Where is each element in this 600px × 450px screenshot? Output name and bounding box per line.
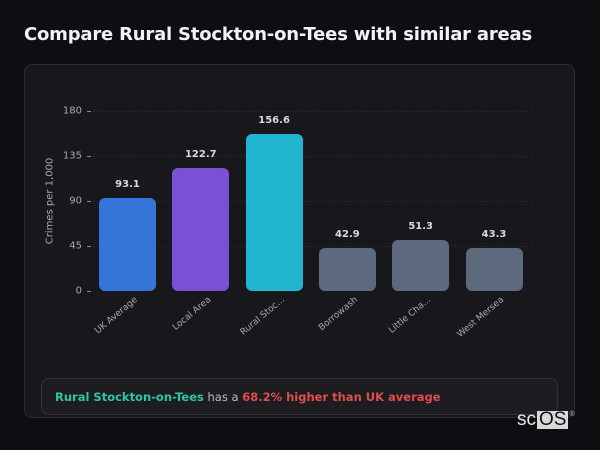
scos-logo: sc OS ®: [517, 409, 575, 430]
bar-value-label: 43.3: [481, 228, 507, 240]
y-tick-mark: [87, 156, 91, 157]
bar[interactable]: [392, 239, 450, 291]
page-title: Compare Rural Stockton-on-Tees with simi…: [24, 24, 533, 45]
y-tick-label: 135: [62, 150, 82, 162]
callout-area-name: Rural Stockton-on-Tees: [55, 389, 204, 404]
bar-value-label: 93.1: [115, 178, 140, 190]
bar[interactable]: [172, 168, 230, 291]
y-tick-mark: [87, 291, 91, 292]
y-tick-label: 90: [69, 195, 82, 207]
bar[interactable]: [99, 197, 156, 291]
y-tick-label: 0: [75, 285, 82, 297]
grid-line: [93, 111, 533, 112]
bar-value-label: 42.9: [335, 229, 360, 241]
logo-part-sc: sc: [517, 409, 536, 430]
callout-middle-text: has a: [207, 389, 239, 404]
comparison-callout: Rural Stockton-on-Tees has a 68.2% highe…: [41, 378, 558, 415]
y-tick-label: 45: [69, 240, 82, 252]
bar[interactable]: [465, 247, 523, 291]
grid-line: [93, 201, 533, 202]
callout-highlight: 68.2% higher than UK average: [242, 389, 441, 404]
registered-mark-icon: ®: [569, 411, 575, 418]
bar[interactable]: [318, 248, 376, 291]
y-tick-mark: [87, 201, 91, 202]
bar-value-label: 51.3: [408, 220, 434, 232]
y-tick-mark: [87, 111, 91, 112]
bar-value-label: 156.6: [258, 115, 290, 127]
grid-line: [93, 246, 533, 247]
y-tick-label: 180: [62, 105, 82, 117]
bar-value-label: 122.7: [184, 149, 217, 161]
bar[interactable]: [245, 134, 303, 291]
grid-line: [93, 156, 533, 157]
logo-part-os: OS: [537, 409, 569, 430]
y-tick-mark: [87, 246, 91, 247]
